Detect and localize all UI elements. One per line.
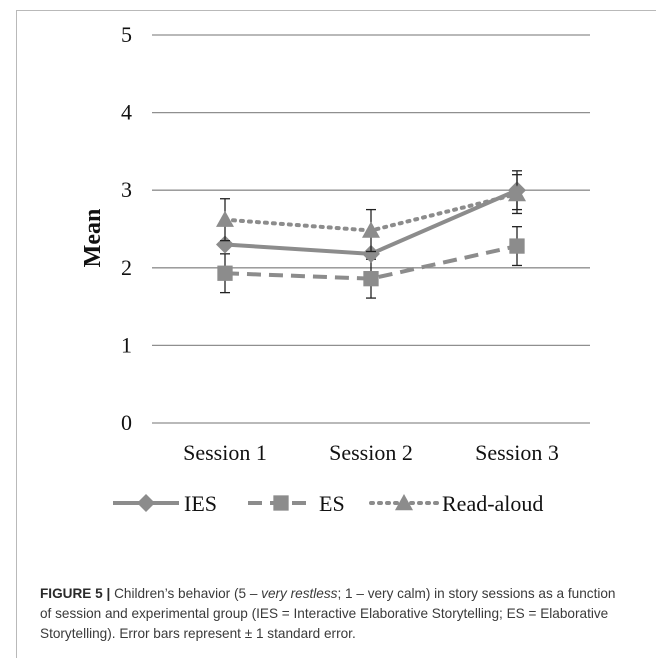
figure-label: FIGURE 5 [40, 586, 103, 601]
y-tick-label: 4 [121, 100, 132, 125]
caption-text-2: ; 1 – very calm) in story sessions as a … [40, 586, 616, 641]
x-tick-label: Session 2 [329, 440, 413, 465]
square-marker [217, 265, 233, 281]
legend-label: ES [319, 491, 345, 516]
square-marker [273, 495, 289, 511]
legend-label: Read-aloud [442, 491, 543, 516]
caption-text-1: Children’s behavior (5 – [110, 586, 262, 601]
y-tick-label: 2 [121, 255, 132, 280]
square-marker [509, 238, 525, 254]
x-axis-tick-labels: Session 1 Session 2 Session 3 [183, 440, 559, 465]
figure-caption: FIGURE 5 | Children’s behavior (5 – very… [40, 584, 620, 644]
triangle-marker [362, 221, 380, 238]
figure-frame [16, 10, 656, 658]
caption-separator: | [106, 586, 111, 601]
y-tick-label: 5 [121, 22, 132, 47]
diamond-marker [137, 494, 155, 512]
x-tick-label: Session 3 [475, 440, 559, 465]
series-group [216, 170, 526, 299]
triangle-marker [508, 185, 526, 202]
triangle-marker [395, 494, 413, 511]
legend: IES ES Read-aloud [113, 491, 543, 516]
x-tick-label: Session 1 [183, 440, 267, 465]
series-read-aloud [216, 174, 526, 253]
y-tick-label: 1 [121, 332, 132, 357]
caption-italic: very restless [261, 586, 338, 601]
legend-label: IES [184, 491, 217, 516]
series-line [224, 244, 518, 281]
y-axis-tick-labels: 0 1 2 3 4 5 [121, 22, 132, 435]
y-tick-label: 3 [121, 177, 132, 202]
y-tick-label: 0 [121, 410, 132, 435]
diamond-marker [362, 244, 380, 263]
triangle-marker [216, 210, 234, 227]
y-axis-label: Mean [80, 209, 106, 268]
square-marker [363, 271, 379, 287]
